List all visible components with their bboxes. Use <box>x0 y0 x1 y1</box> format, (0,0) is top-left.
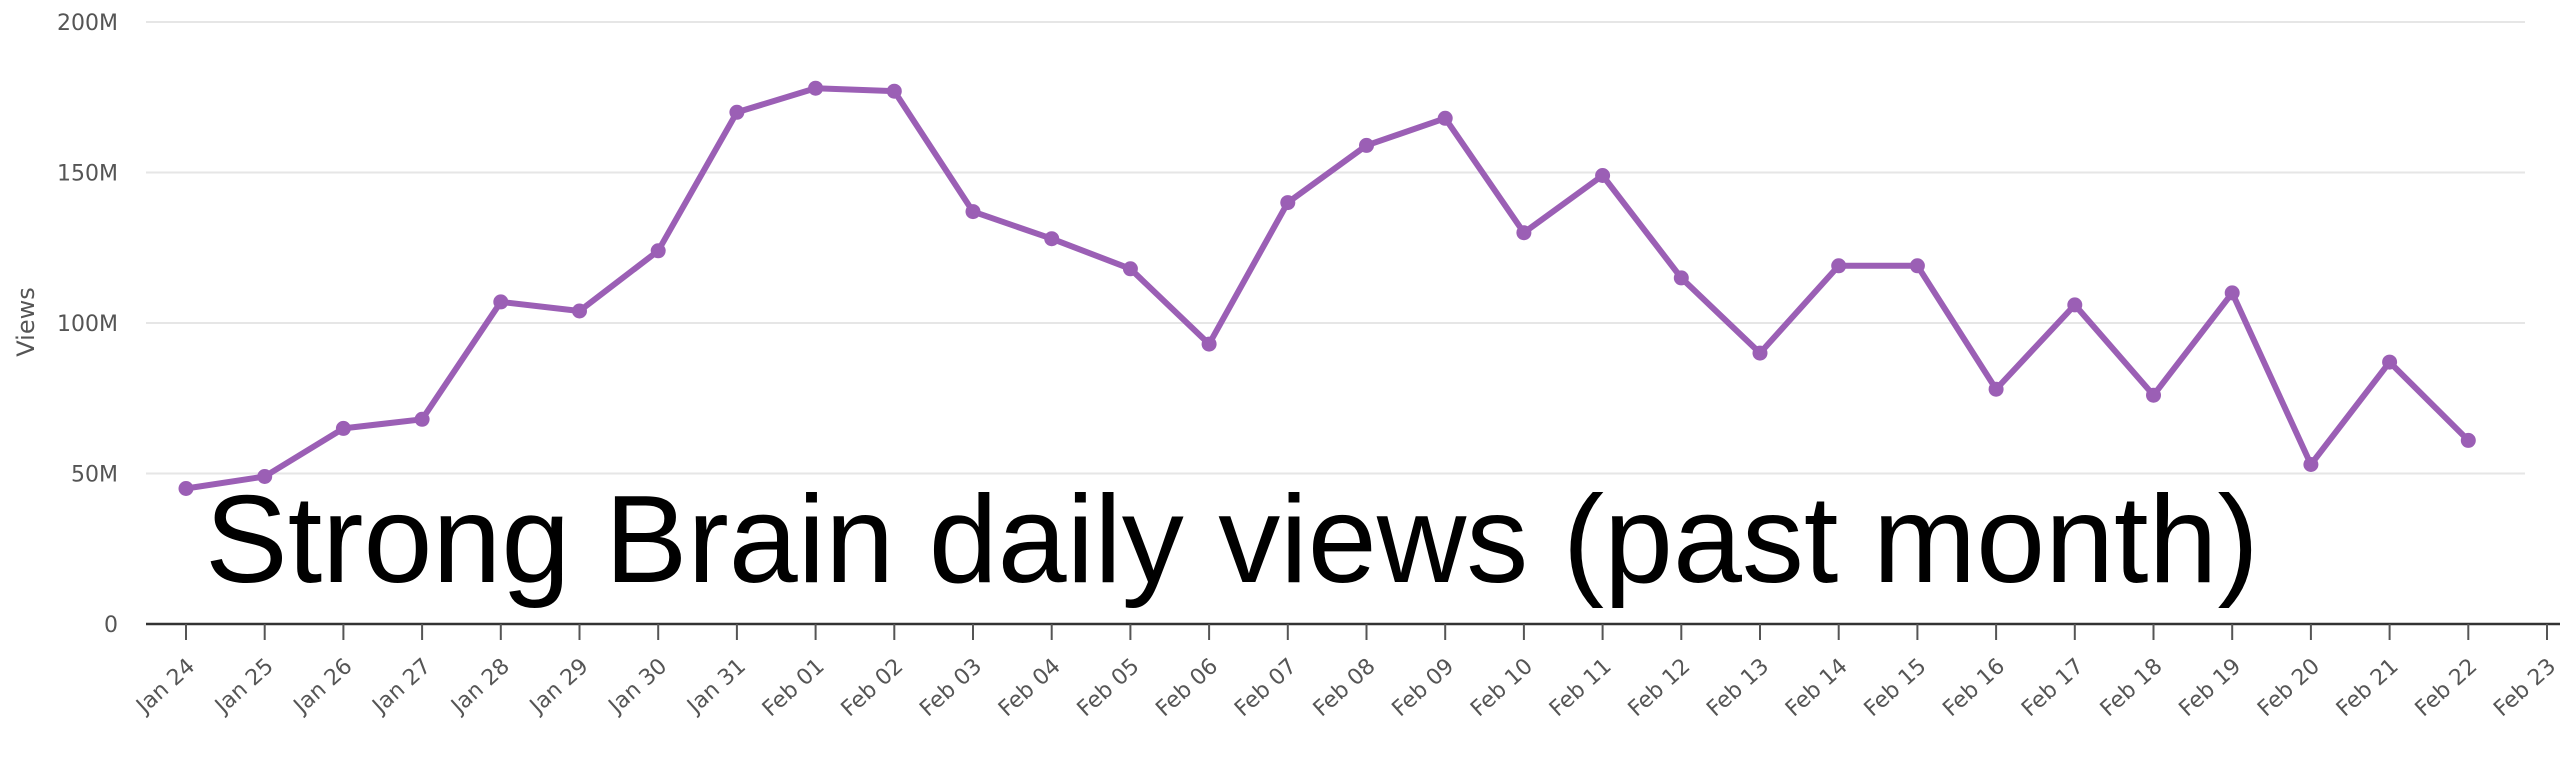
x-tick-label: Feb 20 <box>2253 654 2325 722</box>
data-point <box>493 294 509 310</box>
data-point <box>1595 168 1611 183</box>
x-tick-label: Feb 09 <box>1388 654 1460 722</box>
x-tick-label: Jan 25 <box>209 654 278 720</box>
x-tick-label: Feb 15 <box>1860 654 1932 722</box>
y-axis-label: Views <box>12 287 40 356</box>
data-point <box>1673 270 1689 286</box>
chart-title: Strong Brain daily views (past month) <box>205 471 2259 609</box>
data-point <box>2067 297 2083 313</box>
data-point <box>808 80 824 96</box>
x-tick-label: Feb 16 <box>1938 654 2010 722</box>
data-point <box>178 481 194 496</box>
x-tick-label: Feb 02 <box>837 654 909 722</box>
data-point <box>1516 225 1532 241</box>
data-point <box>2303 457 2319 472</box>
data-point <box>2146 387 2161 403</box>
data-point <box>1044 231 1060 247</box>
data-point <box>1909 258 1925 274</box>
data-point <box>335 420 351 436</box>
data-point <box>1988 381 2004 397</box>
x-tick-label: Jan 31 <box>681 654 750 720</box>
grid-lines <box>146 21 2525 475</box>
x-tick-label: Feb 05 <box>1073 654 1145 722</box>
x-tick-label: Jan 29 <box>524 654 593 720</box>
x-tick-label: Jan 24 <box>131 654 200 720</box>
y-tick-label: 50M <box>71 463 118 488</box>
x-tick-label: Feb 18 <box>2096 654 2168 722</box>
y-tick-label: 0 <box>104 613 118 638</box>
y-axis-ticks: 0 50M 100M 150M 200M <box>57 11 118 638</box>
x-tick-label: Feb 01 <box>758 654 830 722</box>
data-point <box>414 411 430 427</box>
x-tick-label: Feb 03 <box>915 654 987 722</box>
data-point <box>572 303 587 319</box>
data-point <box>886 83 902 99</box>
series-line <box>183 85 2472 492</box>
data-point <box>257 469 273 484</box>
x-tick-label: Feb 04 <box>994 654 1066 722</box>
x-tick-label: Feb 13 <box>1702 654 1774 722</box>
data-point <box>2224 285 2240 301</box>
x-tick-label: Feb 21 <box>2332 654 2404 722</box>
x-tick-label: Feb 07 <box>1230 654 1302 722</box>
data-point <box>965 204 981 220</box>
x-tick-label: Jan 30 <box>603 654 672 720</box>
data-point <box>1359 137 1374 153</box>
x-tick-label: Feb 11 <box>1545 654 1617 722</box>
x-tick-label: Feb 06 <box>1151 654 1223 722</box>
x-tick-label: Feb 12 <box>1624 654 1696 722</box>
y-tick-label: 150M <box>57 162 118 187</box>
x-tick-label: Feb 22 <box>2411 654 2483 722</box>
data-point <box>1831 258 1847 274</box>
x-tick-label: Jan 26 <box>288 654 357 720</box>
data-point <box>1437 110 1453 126</box>
y-tick-label: 100M <box>57 312 118 337</box>
data-point <box>1280 195 1296 211</box>
x-tick-label: Feb 14 <box>1781 654 1853 722</box>
data-point <box>729 104 745 120</box>
series-layer <box>178 80 2476 496</box>
data-point <box>1201 336 1217 352</box>
x-tick-label: Feb 17 <box>2017 654 2089 722</box>
data-point <box>1122 261 1138 277</box>
y-tick-label: 200M <box>57 11 118 36</box>
data-point <box>650 243 666 259</box>
data-point <box>2382 354 2398 370</box>
x-tick-label: Jan 27 <box>367 654 436 720</box>
x-tick-label: Jan 28 <box>445 654 514 720</box>
data-point <box>1752 345 1768 361</box>
x-axis: Jan 24 Jan 25 Jan 26 Jan 27 Jan 28 Jan 29 Jan … <box>131 622 2560 722</box>
data-point <box>2460 432 2476 448</box>
x-tick-label: Feb 08 <box>1309 654 1381 722</box>
x-tick-label: Feb 19 <box>2175 654 2247 722</box>
x-tick-label: Feb 23 <box>2489 654 2560 722</box>
x-tick-label: Feb 10 <box>1466 654 1538 722</box>
